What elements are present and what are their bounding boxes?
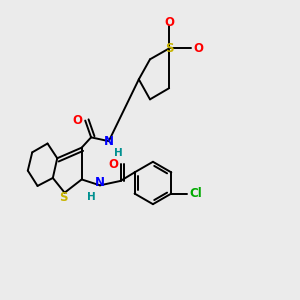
Text: S: S: [165, 42, 173, 55]
Text: O: O: [164, 16, 174, 29]
Text: N: N: [104, 135, 114, 148]
Text: O: O: [73, 114, 83, 127]
Text: Cl: Cl: [189, 187, 202, 200]
Text: N: N: [95, 176, 105, 190]
Text: S: S: [59, 191, 68, 205]
Text: O: O: [194, 42, 204, 55]
Text: O: O: [108, 158, 118, 171]
Text: H: H: [114, 148, 123, 158]
Text: H: H: [87, 192, 96, 202]
